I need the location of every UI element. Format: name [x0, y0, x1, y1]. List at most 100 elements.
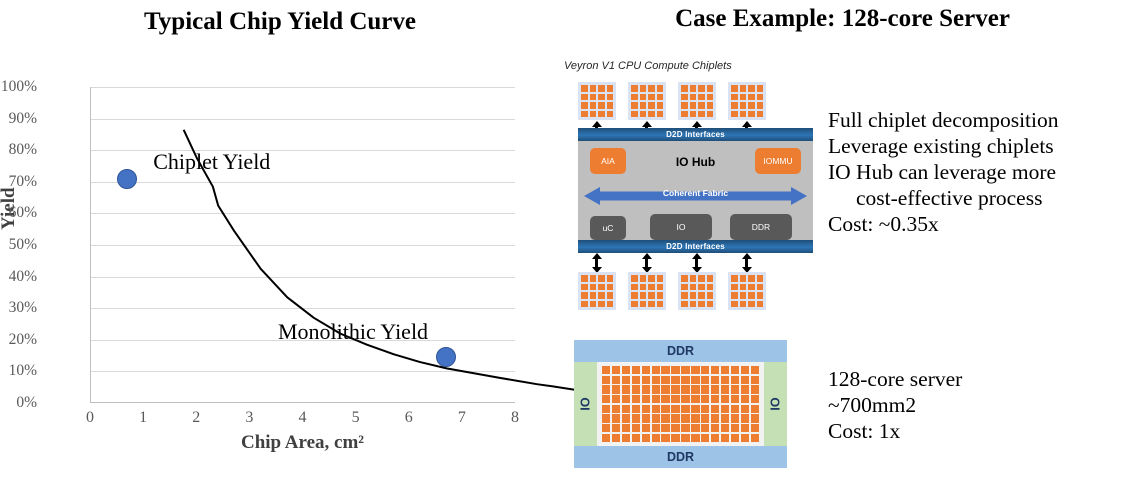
- die-core: [641, 424, 651, 433]
- die-core: [681, 433, 690, 442]
- chiplet-core: [581, 283, 588, 290]
- arrow-down-icon: [641, 267, 652, 273]
- die-io-right: IO: [764, 362, 787, 446]
- die-core: [651, 404, 660, 413]
- chiplet-core: [581, 275, 588, 282]
- die-core: [681, 366, 690, 375]
- d2d-link-line: [695, 258, 698, 268]
- die-core: [710, 375, 720, 384]
- chiplet-core: [748, 275, 755, 282]
- note-line: Full chiplet decomposition: [828, 108, 1059, 132]
- note-line: cost-effective process: [856, 186, 1043, 210]
- die-core: [681, 375, 690, 384]
- die-core: [720, 424, 730, 433]
- chiplet-core: [689, 283, 696, 290]
- case-example-title: Case Example: 128-core Server: [675, 5, 1010, 32]
- chiplet-core: [748, 93, 755, 100]
- chiplet-core: [589, 85, 596, 92]
- compute-chiplet: [578, 82, 616, 120]
- chiplet-core: [731, 300, 738, 307]
- die-core: [740, 433, 750, 442]
- die-core: [621, 404, 631, 413]
- chiplet-core: [606, 102, 613, 109]
- chiplet-core: [648, 93, 655, 100]
- chiplet-core: [698, 102, 705, 109]
- arrow-up-icon: [591, 121, 602, 127]
- die-core: [611, 395, 621, 404]
- note-line: Cost: 1x: [828, 419, 901, 443]
- die-core: [602, 375, 611, 384]
- x-tick-label: 7: [457, 409, 466, 426]
- die-core: [661, 366, 670, 375]
- die-core: [651, 375, 660, 384]
- die-core: [611, 404, 621, 413]
- die-core: [671, 433, 680, 442]
- d2d-link-line: [645, 258, 648, 268]
- die-core: [661, 433, 670, 442]
- chiplet-core: [639, 283, 646, 290]
- y-tick-label: 70%: [8, 172, 37, 190]
- die-io-right-label: IO: [768, 397, 783, 411]
- die-core: [720, 404, 730, 413]
- iommu-block: IOMMU: [755, 148, 801, 174]
- chiplet-notes: Full chiplet decomposition Leverage exist…: [828, 107, 1059, 237]
- x-tick-label: 3: [245, 409, 254, 426]
- chiplet-core: [589, 300, 596, 307]
- d2d-interfaces-bottom: D2D Interfaces: [578, 240, 813, 253]
- die-core: [720, 395, 730, 404]
- x-tick-label: 5: [351, 409, 360, 426]
- d2d-interfaces-top: D2D Interfaces: [578, 128, 813, 141]
- die-core: [710, 424, 720, 433]
- chiplet-core: [706, 292, 713, 299]
- y-tick-label: 50%: [8, 236, 37, 253]
- coherent-fabric-label: Coherent Fabric: [662, 188, 729, 198]
- coherent-fabric-arrow: [584, 187, 807, 205]
- chiplet-core: [731, 85, 738, 92]
- chiplet-core: [698, 283, 705, 290]
- chiplet-core: [598, 292, 605, 299]
- die-core: [730, 366, 740, 375]
- die-core: [701, 395, 710, 404]
- die-core: [611, 414, 621, 423]
- die-core: [671, 366, 680, 375]
- die-core: [740, 395, 750, 404]
- chiplet-core: [639, 93, 646, 100]
- chiplet-core: [689, 275, 696, 282]
- die-io-left-label: IO: [578, 397, 593, 411]
- chart-plot-area: Yield Chip Area, cm² 0% 10% 20% 30% 40% 50% 60…: [0, 60, 606, 460]
- chiplet-core: [731, 292, 738, 299]
- compute-chiplet: [728, 82, 766, 120]
- arrow-up-icon: [641, 121, 652, 127]
- data-point-label: Chiplet Yield: [153, 148, 271, 174]
- chiplet-core: [689, 110, 696, 117]
- chiplet-core: [639, 102, 646, 109]
- chiplet-core: [748, 102, 755, 109]
- gridline: [91, 118, 515, 120]
- chiplet-core: [598, 110, 605, 117]
- chiplet-core: [731, 93, 738, 100]
- die-core: [701, 375, 710, 384]
- y-tick-label: 20%: [8, 330, 37, 348]
- chiplet-core: [748, 292, 755, 299]
- die-core: [750, 385, 759, 394]
- die-core: [602, 395, 611, 404]
- die-core: [621, 385, 631, 394]
- chiplet-core: [639, 300, 646, 307]
- die-core: [611, 385, 621, 394]
- die-core: [671, 424, 680, 433]
- chiplet-core: [598, 275, 605, 282]
- die-core: [740, 414, 750, 423]
- arrow-up-icon: [641, 253, 652, 259]
- data-point-marker: [117, 168, 138, 189]
- chiplet-core: [739, 85, 746, 92]
- compute-chiplet: [678, 82, 716, 120]
- die-core: [720, 433, 730, 442]
- y-tick-label: 100%: [0, 78, 37, 95]
- compute-chiplet: [628, 82, 666, 120]
- ddr-block: DDR: [730, 214, 792, 240]
- chiplet-core: [606, 292, 613, 299]
- die-core: [730, 385, 740, 394]
- chiplet-core: [681, 93, 688, 100]
- gridline: [91, 150, 515, 152]
- die-core: [621, 366, 631, 375]
